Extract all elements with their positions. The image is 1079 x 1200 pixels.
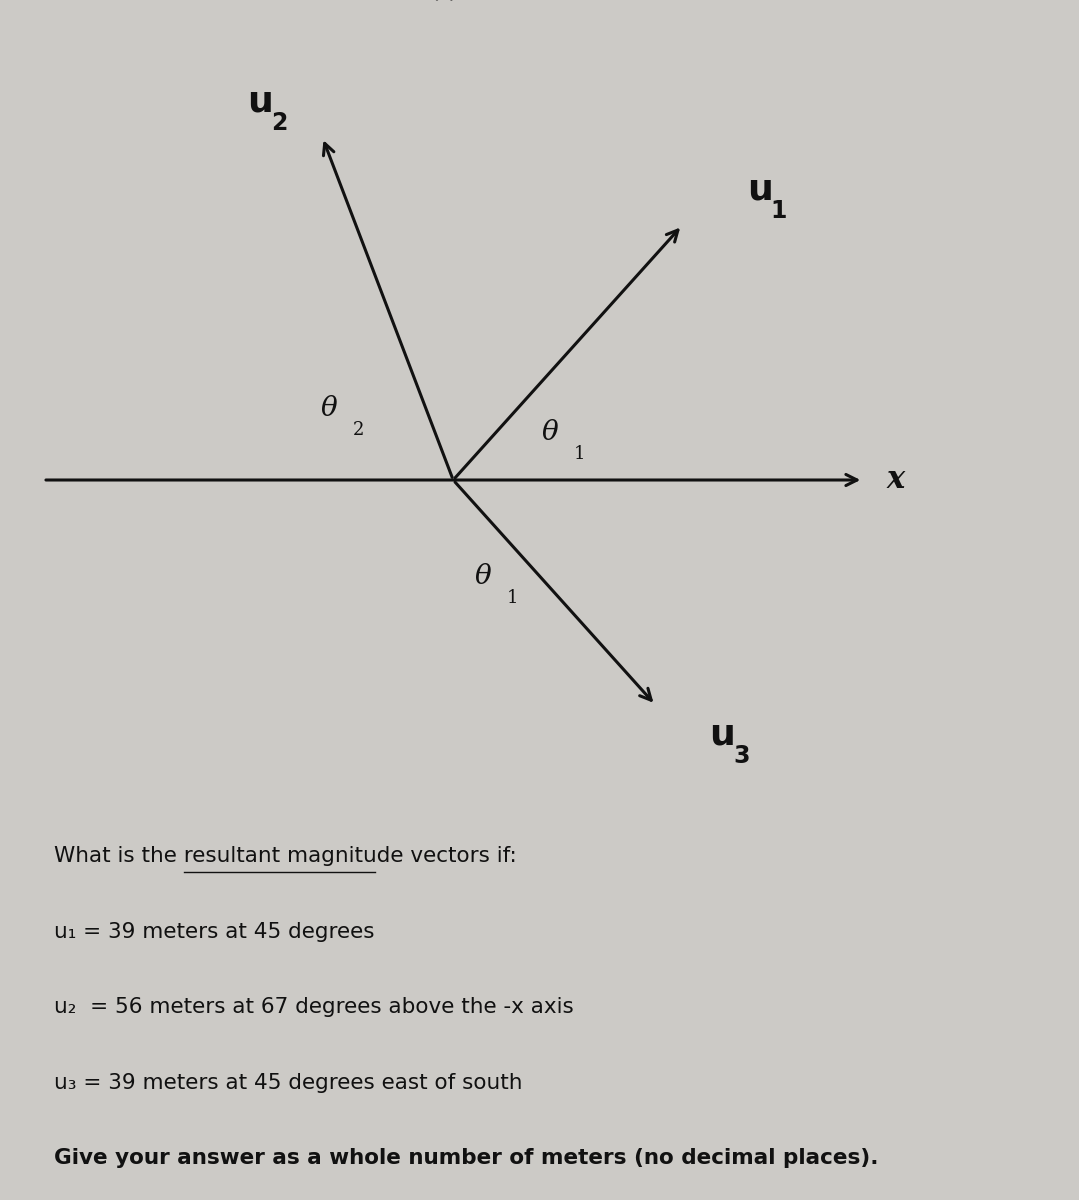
Text: u₂  = 56 meters at 67 degrees above the -x axis: u₂ = 56 meters at 67 degrees above the -… [54,997,574,1018]
Text: 2: 2 [353,421,365,439]
Text: u: u [709,718,735,752]
Text: 2: 2 [271,112,287,136]
Text: u₃ = 39 meters at 45 degrees east of south: u₃ = 39 meters at 45 degrees east of sou… [54,1073,522,1093]
Text: 3: 3 [733,744,750,768]
Text: 1: 1 [507,588,519,607]
Text: x: x [887,464,905,496]
Text: 1: 1 [770,199,787,223]
Text: θ: θ [542,419,559,445]
Text: θ: θ [475,563,492,589]
Text: u: u [747,173,773,206]
Text: Give your answer as a whole number of meters (no decimal places).: Give your answer as a whole number of me… [54,1148,878,1169]
Text: u₁ = 39 meters at 45 degrees: u₁ = 39 meters at 45 degrees [54,922,374,942]
Text: 1: 1 [574,444,586,462]
Text: u: u [247,84,273,119]
Text: θ: θ [320,395,338,421]
Text: What is the resultant magnitude vectors if:: What is the resultant magnitude vectors … [54,846,517,866]
